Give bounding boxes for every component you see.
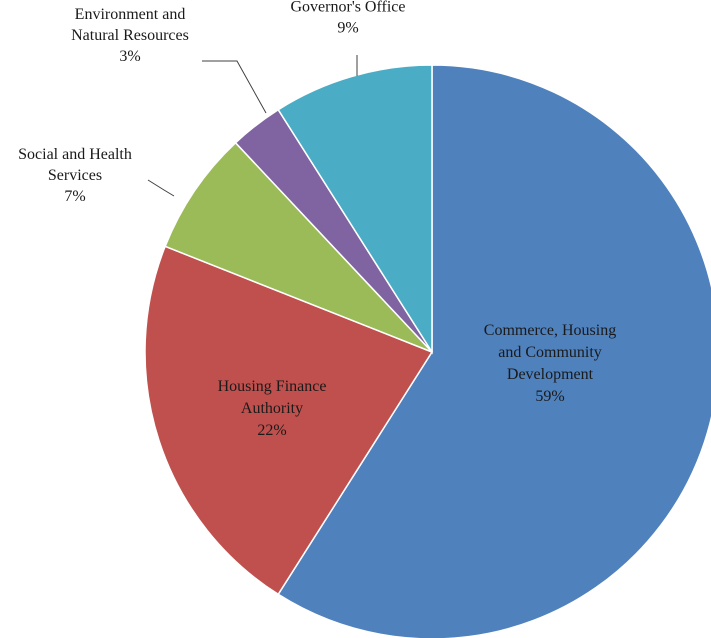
slice-label: Commerce, Housing and Community Developmen…: [484, 322, 616, 405]
slice-name-label: Social and Health: [18, 146, 132, 163]
pie-slices: [144, 64, 711, 638]
slice-name-label: Natural Resources: [71, 27, 189, 44]
slice-name-label: Housing Finance: [218, 378, 327, 395]
pie-slice-housing-finance-authority: [144, 245, 434, 596]
pie-slice-governor-s-office: [277, 64, 433, 355]
slice-percent-label: 22%: [257, 422, 286, 439]
slice-name-label: Governor's Office: [291, 0, 406, 16]
slice-name-label: Development: [507, 366, 594, 383]
slice-label: Environment and Natural Resources 3%: [71, 6, 189, 65]
pie-slice-social-and-health-services: [164, 141, 433, 353]
slice-percent-label: 3%: [119, 48, 140, 65]
slice-name-label: Services: [48, 167, 102, 184]
slice-label: Governor's Office 9%: [291, 0, 406, 37]
slice-percent-label: 59%: [535, 388, 564, 405]
slice-name-label: Commerce, Housing: [484, 322, 616, 339]
pie-slice-commerce-housing-and-community-development: [277, 64, 711, 638]
slice-label: Social and Health Services 7%: [18, 146, 132, 205]
slice-label: Housing Finance Authority 22%: [218, 378, 327, 439]
slice-name-label: and Community: [498, 344, 602, 361]
leader-line: [202, 60, 267, 114]
leader-line: [147, 179, 175, 197]
slice-name-label: Authority: [241, 400, 303, 417]
slice-percent-label: 9%: [337, 20, 358, 37]
leader-lines: [147, 55, 358, 197]
slice-labels: Commerce, Housing and Community Developmen…: [18, 0, 616, 439]
slice-name-label: Environment and: [75, 6, 186, 23]
slice-percent-label: 7%: [64, 188, 85, 205]
